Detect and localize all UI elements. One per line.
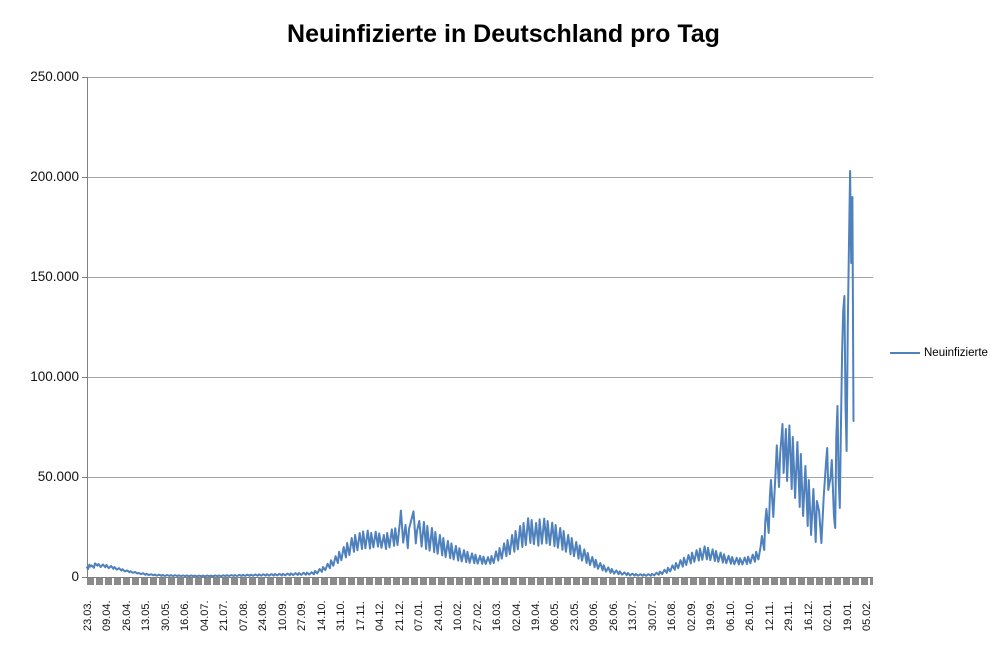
- x-axis-tick-band: [87, 578, 873, 585]
- x-tick-label: 05.02.: [861, 600, 874, 631]
- x-tick-label: 26.06.: [607, 600, 620, 631]
- x-tick-label: 21.12.: [393, 600, 406, 631]
- x-tick-label: 13.05.: [140, 600, 153, 631]
- x-tick-label: 09.06.: [588, 600, 601, 631]
- x-tick-label: 24.08.: [257, 600, 270, 631]
- x-tick-label: 02.04.: [510, 600, 523, 631]
- y-tick-label: 100.000: [30, 369, 79, 384]
- x-tick-label: 26.04.: [120, 600, 133, 631]
- x-tick-label: 31.10.: [335, 600, 348, 631]
- x-tick-label: 24.01.: [432, 600, 445, 631]
- x-tick-label: 09.04.: [101, 600, 114, 631]
- legend-label: Neuinfizierte: [924, 346, 988, 359]
- x-tick-label: 29.11.: [783, 601, 796, 631]
- x-tick-label: 02.09.: [685, 600, 698, 631]
- x-tick-label: 23.03.: [82, 600, 94, 631]
- y-tick-label: 200.000: [30, 169, 79, 184]
- x-tick-label: 19.09.: [705, 600, 718, 631]
- x-tick-label: 19.01.: [841, 600, 854, 631]
- x-tick-label: 16.08.: [666, 600, 679, 631]
- y-tick-label: 150.000: [30, 269, 79, 284]
- y-tick-label: 50.000: [37, 469, 79, 484]
- x-tick-label: 04.07.: [198, 600, 211, 631]
- x-tick-label: 10.02.: [452, 600, 465, 631]
- y-tick-label: 0: [71, 569, 79, 584]
- x-tick-label: 10.09.: [276, 600, 289, 631]
- chart-title: Neuinfizierte in Deutschland pro Tag: [287, 20, 720, 48]
- x-tick-label: 04.12.: [374, 600, 387, 631]
- y-tick-label: 250.000: [30, 69, 79, 84]
- x-tick-label: 27.02.: [471, 600, 484, 631]
- x-tick-label: 13.07.: [627, 600, 640, 631]
- data-line-Neuinfizierte: [86, 170, 855, 578]
- x-tick-label: 06.05.: [549, 600, 562, 631]
- x-tick-label: 12.11.: [763, 601, 776, 631]
- x-tick-label: 17.11.: [354, 601, 367, 631]
- x-tick-label: 16.06.: [179, 600, 192, 631]
- legend-line-icon: [890, 351, 920, 354]
- x-tick-label: 07.01.: [413, 600, 426, 631]
- x-tick-label: 06.10.: [724, 600, 737, 631]
- x-tick-label: 07.08.: [237, 600, 250, 631]
- x-tick-label: 27.09.: [296, 600, 309, 631]
- x-tick-label: 02.01.: [822, 600, 835, 631]
- x-tick-label: 26.10.: [744, 600, 757, 631]
- x-tick-label: 30.07.: [646, 600, 659, 631]
- x-tick-label: 14.10.: [315, 600, 328, 631]
- x-tick-label: 21.07.: [218, 600, 231, 631]
- x-tick-label: 16.03.: [491, 600, 504, 631]
- x-tick-label: 16.12.: [802, 600, 815, 631]
- x-tick-label: 30.05.: [159, 600, 172, 631]
- x-tick-label: 23.05.: [568, 600, 581, 631]
- x-tick-label: 19.04.: [529, 600, 542, 631]
- legend: Neuinfizierte: [890, 345, 988, 360]
